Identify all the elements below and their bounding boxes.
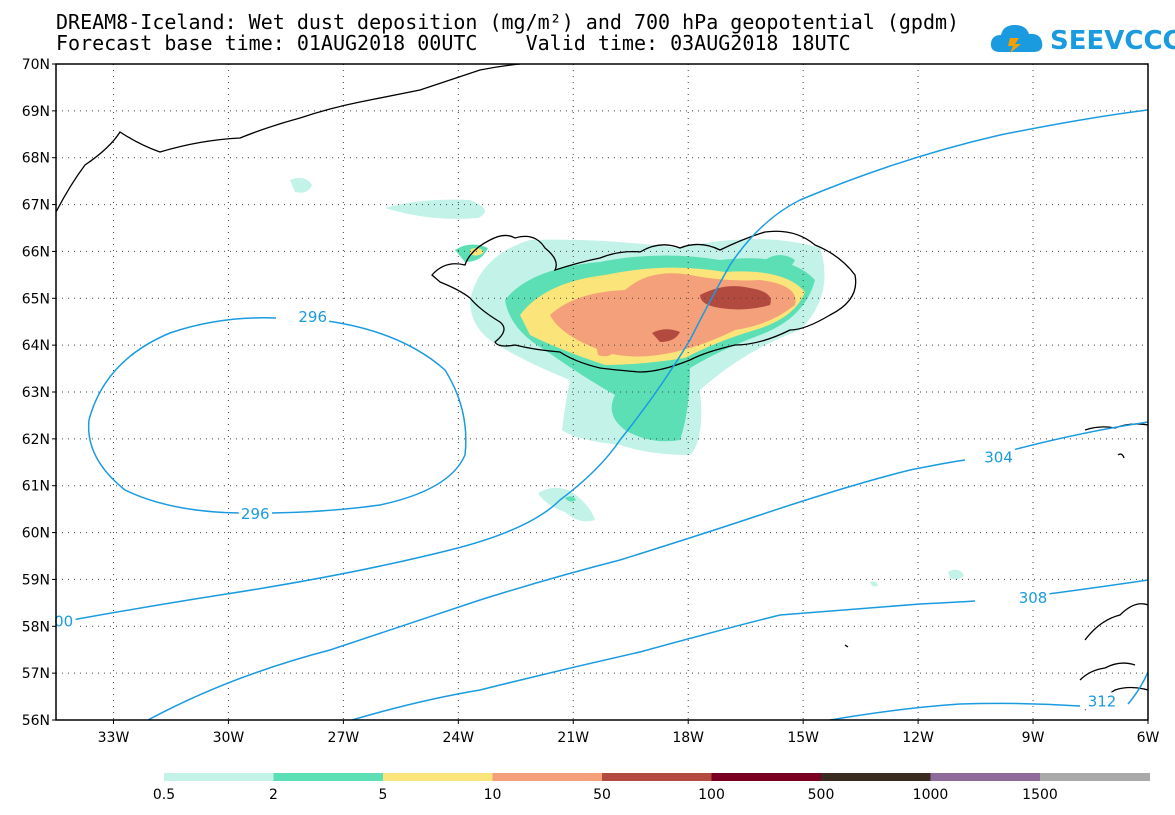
lat-label: 60N — [22, 526, 50, 542]
contour-312 — [829, 671, 1148, 720]
lat-label: 68N — [22, 151, 50, 167]
lat-label: 66N — [22, 244, 50, 260]
lat-label: 70N — [22, 57, 50, 73]
contour-label: 304 — [984, 449, 1013, 467]
geopotential-contours — [71, 109, 1148, 720]
lon-label: 12W — [902, 730, 934, 746]
lon-label: 6W — [1137, 730, 1160, 746]
greenland-coastline — [56, 64, 521, 213]
contour-label: 00 — [54, 613, 73, 631]
lat-label: 61N — [22, 479, 50, 495]
lat-label: 57N — [22, 666, 50, 682]
contour-304 — [147, 421, 1148, 720]
contour-labels: 296 296 00 304 308 312 — [51, 308, 1119, 711]
dust-deposition-field — [290, 177, 964, 587]
seevccc-logo: SEEVCCC — [988, 20, 1175, 60]
lat-label: 56N — [22, 713, 50, 729]
latitude-labels: 70N 69N 68N 67N 66N 65N 64N 63N 62N 61N 60N 59N 58N 5… — [22, 57, 56, 729]
lon-label: 18W — [672, 730, 704, 746]
lat-label: 64N — [22, 338, 50, 354]
lat-label: 63N — [22, 385, 50, 401]
lat-label: 65N — [22, 291, 50, 307]
contour-label: 308 — [1019, 589, 1048, 607]
lon-label: 24W — [442, 730, 474, 746]
contour-296 — [87, 317, 467, 514]
contour-label: 296 — [241, 505, 270, 523]
lon-label: 30W — [213, 730, 245, 746]
faroe-coastline — [1084, 423, 1148, 459]
contour-label: 296 — [298, 308, 327, 326]
iceland-coastline — [431, 230, 857, 373]
logo-text: SEEVCCC — [1050, 26, 1175, 56]
lat-label: 67N — [22, 198, 50, 214]
map-grid — [56, 64, 1148, 720]
chart-subtitle: Forecast base time: 01AUG2018 00UTC Vali… — [56, 31, 851, 55]
deposition-level-50 — [652, 286, 771, 342]
lat-label: 58N — [22, 619, 50, 635]
lat-label: 59N — [22, 572, 50, 588]
lon-label: 33W — [98, 730, 130, 746]
coastlines — [56, 64, 1148, 711]
lon-label: 15W — [787, 730, 819, 746]
lon-label: 27W — [328, 730, 360, 746]
cloud-icon — [990, 25, 1043, 53]
lat-label: 62N — [22, 432, 50, 448]
lat-label: 69N — [22, 104, 50, 120]
contour-300 — [71, 109, 1148, 621]
lon-label: 21W — [557, 730, 589, 746]
chart-title: DREAM8-Iceland: Wet dust deposition (mg/… — [56, 10, 960, 34]
longitude-labels: 33W 30W 27W 24W 21W 18W 15W 12W 9W 6W — [98, 720, 1160, 746]
contour-label: 312 — [1088, 692, 1117, 710]
lon-label: 9W — [1022, 730, 1045, 746]
